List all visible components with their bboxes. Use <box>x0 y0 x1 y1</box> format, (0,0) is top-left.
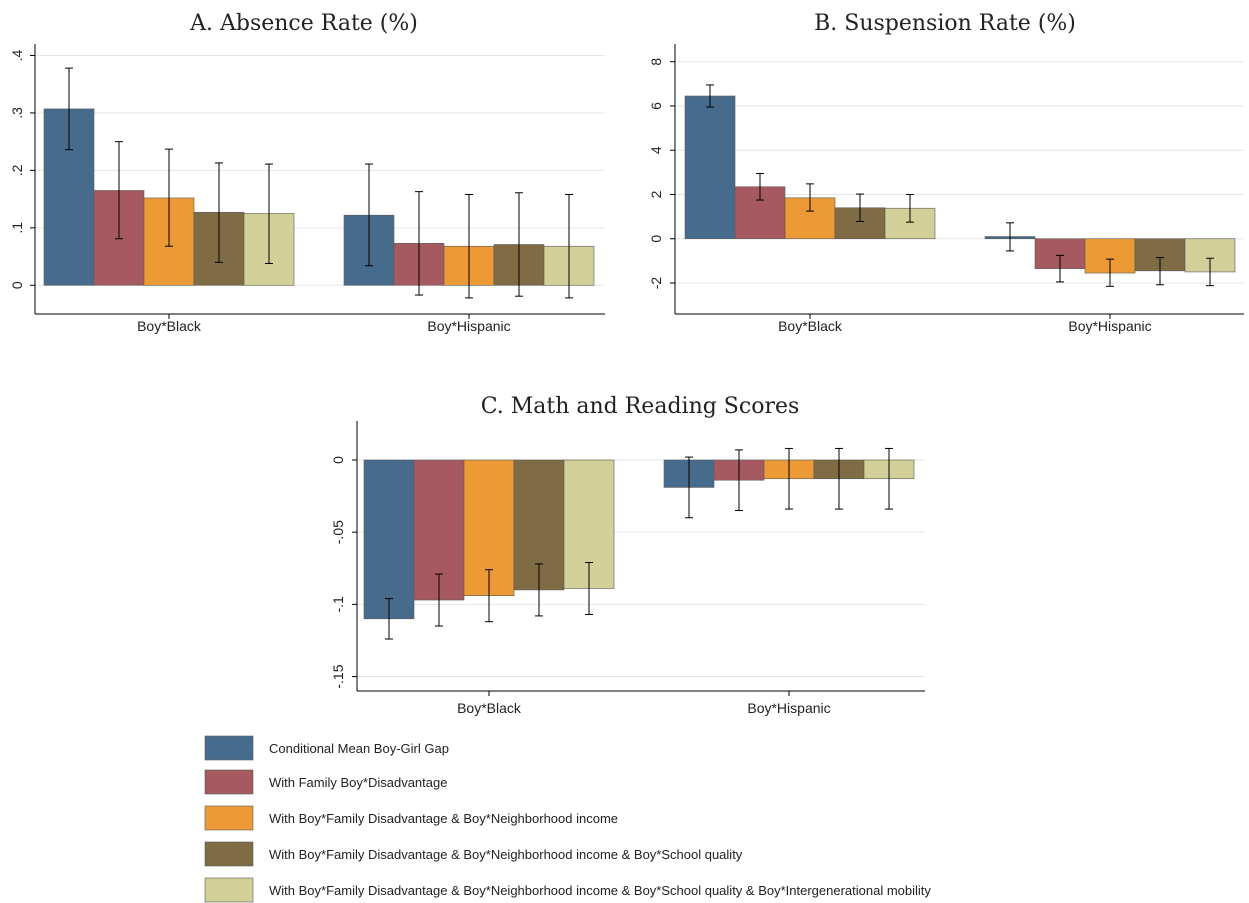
legend-swatch <box>204 805 254 831</box>
legend-label: With Boy*Family Disadvantage & Boy*Neigh… <box>269 811 618 826</box>
panel-c-math-reading-scores: C. Math and Reading Scores 0 -.05 -.1 -.15 Bo… <box>330 394 925 716</box>
chart-title: A. Absence Rate (%) <box>189 11 418 36</box>
legend-swatch <box>204 841 254 867</box>
y-tick-label: .2 <box>9 164 25 176</box>
y-tick-label: -.1 <box>330 596 346 613</box>
bar <box>1134 238 1186 272</box>
category-label: Boy*Hispanic <box>427 318 510 334</box>
legend: Conditional Mean Boy-Girl Gap With Family… <box>204 735 931 903</box>
category-label: Boy*Black <box>457 700 522 716</box>
panel-b-suspension-rate: B. Suspension Rate (%) -2 0 2 4 6 8 Boy*Black Bo… <box>648 11 1244 334</box>
bar <box>363 459 415 620</box>
y-tick-label: .4 <box>9 49 25 61</box>
legend-label: Conditional Mean Boy-Girl Gap <box>269 741 449 756</box>
y-tick-label: -2 <box>648 277 664 290</box>
y-tick-label: 0 <box>648 235 664 243</box>
legend-swatch <box>204 735 254 761</box>
legend-label: With Boy*Family Disadvantage & Boy*Neigh… <box>269 847 743 862</box>
category-label: Boy*Black <box>778 318 843 334</box>
panel-a-absence-rate: A. Absence Rate (%) 0 .1 .2 .3 .4 Boy*Black Boy… <box>9 11 605 334</box>
legend-swatch <box>204 877 254 903</box>
y-tick-label: -.15 <box>330 664 346 688</box>
y-tick-label: .1 <box>9 222 25 234</box>
y-tick-label: .3 <box>9 107 25 119</box>
bar <box>684 95 736 240</box>
legend-label: With Boy*Family Disadvantage & Boy*Neigh… <box>269 883 931 898</box>
chart-title: B. Suspension Rate (%) <box>814 11 1076 36</box>
y-tick-label: 0 <box>9 281 25 289</box>
legend-label: With Family Boy*Disadvantage <box>269 775 447 790</box>
y-tick-label: 8 <box>648 58 664 66</box>
legend-swatch <box>204 769 254 795</box>
category-label: Boy*Hispanic <box>747 700 830 716</box>
category-label: Boy*Hispanic <box>1068 318 1151 334</box>
y-tick-label: 0 <box>330 456 346 464</box>
y-tick-label: 6 <box>648 102 664 110</box>
category-label: Boy*Black <box>137 318 202 334</box>
y-tick-label: -.05 <box>330 520 346 544</box>
y-tick-label: 4 <box>648 146 664 154</box>
y-tick-label: 2 <box>648 190 664 198</box>
chart-title: C. Math and Reading Scores <box>481 394 800 419</box>
